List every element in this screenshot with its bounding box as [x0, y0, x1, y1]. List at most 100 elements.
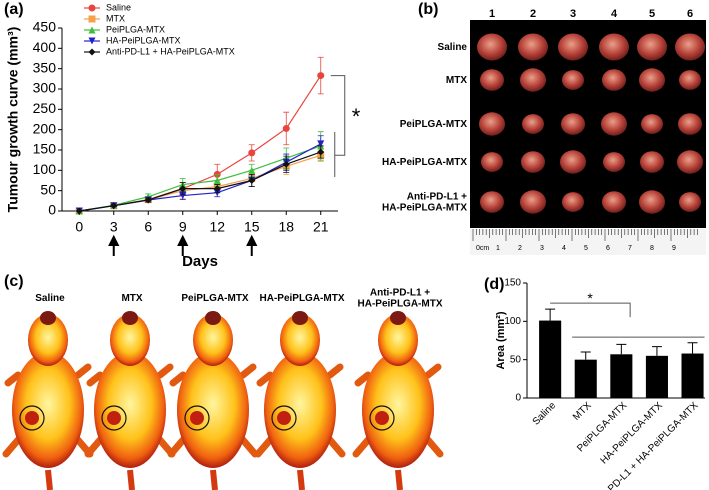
mice-images: [2, 311, 444, 490]
series-line: [79, 145, 321, 212]
label: PeiPLGA-MTX: [400, 119, 468, 130]
x-tick-label: 9: [179, 219, 187, 235]
mouse-head: [28, 314, 68, 366]
tumor: [561, 113, 585, 135]
marker: [88, 48, 96, 56]
mouse-tail: [297, 469, 305, 490]
marker: [317, 140, 325, 148]
marker: [88, 26, 96, 34]
ruler-label: 6: [606, 245, 610, 252]
label-line: PeiPLGA-MTX: [400, 119, 468, 130]
label-line: Saline: [35, 293, 65, 304]
ruler-label: 1: [496, 245, 500, 252]
tumor: [637, 33, 667, 61]
mouse-tail: [395, 469, 403, 490]
tumor: [602, 69, 626, 91]
tumor: [479, 112, 505, 136]
marker: [179, 192, 187, 200]
legend-label: PeiPLGA-MTX: [106, 24, 165, 34]
mouse-head: [280, 314, 320, 366]
tumor: [477, 33, 507, 61]
tumor-spot: [375, 411, 389, 425]
mouse-leg: [352, 363, 444, 458]
label: HA-PeiPLGA-MTX: [382, 157, 467, 168]
tumor: [602, 191, 626, 213]
arrow: [246, 234, 258, 256]
ruler-label: 0cm: [476, 245, 489, 252]
tumor: [675, 33, 705, 61]
mouse-body: [264, 352, 336, 468]
label-line: PeiPLGA-MTX: [181, 293, 249, 304]
x-tick-label: Saline: [531, 400, 559, 428]
column-label: 4: [611, 8, 618, 20]
x-tick-label: 0: [75, 219, 83, 235]
tumor: [560, 150, 586, 174]
tumor: [599, 33, 629, 61]
tumor: [558, 33, 588, 61]
marker: [248, 166, 256, 174]
ruler-label: 5: [584, 245, 588, 252]
series-line: [79, 75, 322, 212]
y-tick-label: 150: [504, 278, 521, 289]
tumor-ring: [19, 405, 45, 431]
tumor-ring: [101, 405, 127, 431]
column-label: 1: [489, 8, 495, 20]
mouse-nose: [390, 311, 406, 325]
tumor-spot: [190, 411, 204, 425]
x-axis-title: Days: [182, 253, 218, 270]
panel-label: (b): [418, 1, 438, 18]
label-line: MTX: [121, 293, 142, 304]
mouse-leg: [254, 363, 346, 458]
x-tick-label: 12: [209, 219, 225, 235]
y-tick-label: 350: [33, 59, 57, 75]
mouse-body: [362, 352, 434, 468]
label-line: Anti-PD-L1 +: [407, 191, 467, 202]
marker: [144, 196, 152, 204]
bar: [645, 355, 668, 398]
mouse-body: [177, 352, 249, 468]
panel-label: (c): [4, 273, 24, 290]
mouse-head: [193, 314, 233, 366]
label-line: HA-PeiPLGA-MTX: [382, 157, 467, 168]
ruler-label: 4: [562, 245, 566, 252]
mouse-nose: [122, 311, 138, 325]
tumor-spot: [25, 411, 39, 425]
label: Saline: [35, 293, 65, 304]
marker: [88, 4, 96, 12]
column-label: 2: [530, 8, 536, 20]
label: Anti-PD-L1 + HA-PeiPLGA-MTX: [358, 287, 443, 309]
y-axis-title: Tumour growth curve (mm³): [5, 27, 21, 213]
ruler-label: 3: [540, 245, 544, 252]
tumor-spot: [107, 411, 121, 425]
marker: [213, 177, 221, 184]
tumor: [640, 151, 664, 173]
tumor-photo: [470, 20, 706, 228]
mouse-nose: [205, 311, 221, 325]
marker: [88, 37, 96, 45]
bar: [681, 353, 704, 398]
y-tick-label: 200: [33, 120, 57, 136]
tumor: [562, 192, 584, 212]
arrow: [108, 234, 120, 256]
label-line: HA-PeiPLGA-MTX: [260, 293, 345, 304]
y-tick-label: 450: [33, 19, 57, 35]
tumor: [481, 152, 503, 172]
marker: [282, 124, 290, 132]
tumor-ring: [184, 405, 210, 431]
label: Saline: [438, 42, 468, 53]
y-tick-label: 250: [33, 100, 57, 116]
mouse-tail: [127, 469, 135, 490]
tumor: [677, 150, 703, 174]
column-label: 5: [649, 8, 655, 20]
error-bar: [580, 351, 591, 360]
ruler: [470, 229, 706, 255]
ruler-label: 8: [650, 245, 654, 252]
tumor: [562, 70, 584, 90]
bar: [610, 354, 633, 398]
x-tick-label: MTX: [571, 400, 594, 423]
tumor: [679, 70, 701, 90]
x-tick-label: HA-PeiPLGA-MTX: [599, 400, 666, 467]
y-tick-label: 400: [33, 39, 57, 55]
mouse-body: [94, 352, 166, 468]
